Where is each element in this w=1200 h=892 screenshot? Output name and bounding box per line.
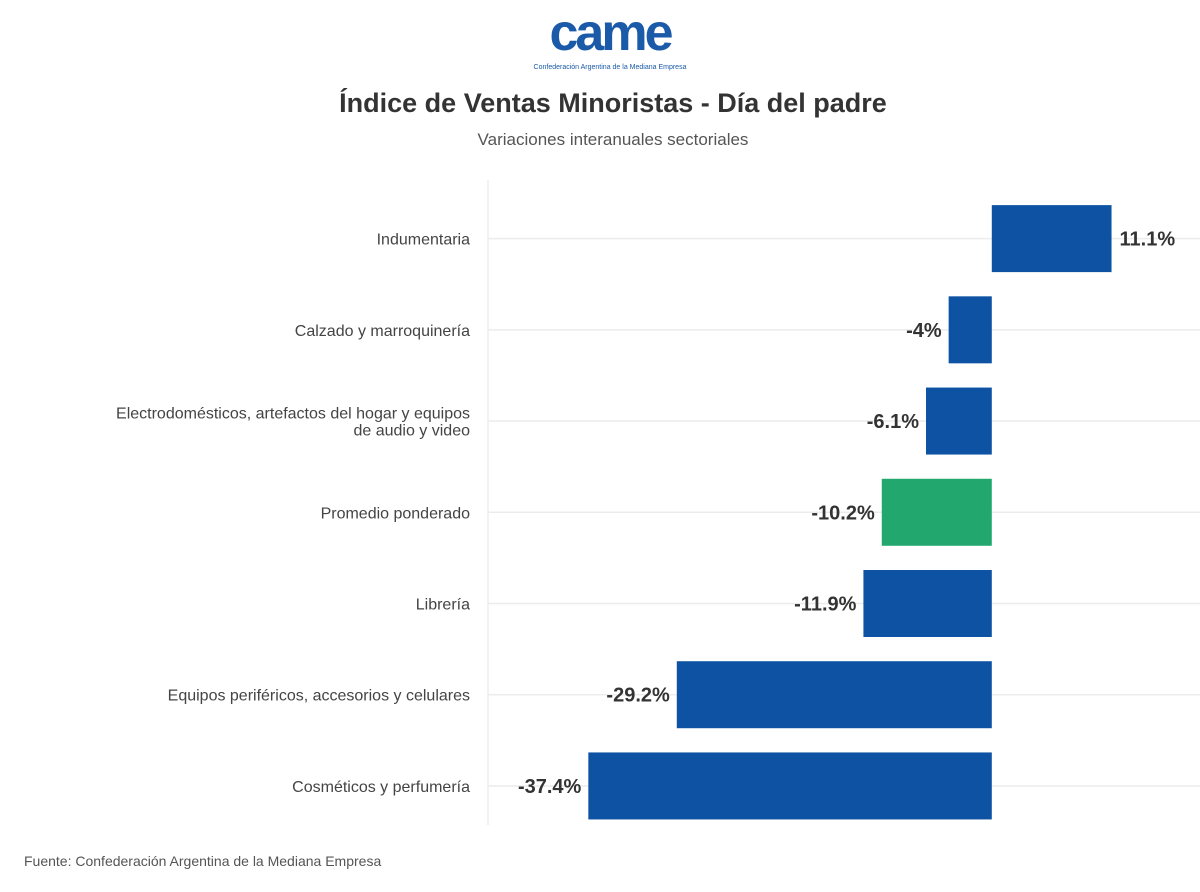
category-label: de audio y video: [353, 423, 470, 440]
data-label: -4%: [906, 320, 942, 342]
category-label: Cosméticos y perfumería: [292, 779, 470, 796]
came-logo: came Confederación Argentina de la Media…: [520, 2, 700, 80]
bar: [863, 569, 992, 637]
bar: [588, 752, 992, 820]
logo-wordmark: came: [549, 4, 674, 62]
bar: [881, 478, 992, 546]
category-label: Indumentaria: [377, 232, 470, 249]
bar: [925, 387, 992, 455]
category-label: Calzado y marroquinería: [295, 323, 470, 340]
bar: [676, 661, 992, 729]
data-label: -29.2%: [606, 685, 670, 707]
chart-subtitle: Variaciones interanuales sectoriales: [477, 130, 749, 149]
category-label: Electrodomésticos, artefactos del hogar …: [116, 406, 470, 423]
category-label: Equipos periféricos, accesorios y celula…: [168, 688, 470, 705]
data-label: -6.1%: [867, 411, 919, 433]
data-label: -37.4%: [518, 776, 582, 798]
data-label: 11.1%: [1120, 229, 1176, 251]
logo-subtitle: Confederación Argentina de la Mediana Em…: [533, 64, 687, 71]
data-label: -10.2%: [811, 502, 875, 524]
chart-title: Índice de Ventas Minoristas - Día del pa…: [339, 88, 887, 118]
data-label: -11.9%: [794, 593, 856, 615]
category-label: Promedio ponderado: [321, 505, 471, 522]
bar: [991, 205, 1112, 273]
source-note: Fuente: Confederación Argentina de la Me…: [24, 853, 382, 869]
category-label: Librería: [416, 596, 470, 613]
bar: [948, 296, 992, 364]
